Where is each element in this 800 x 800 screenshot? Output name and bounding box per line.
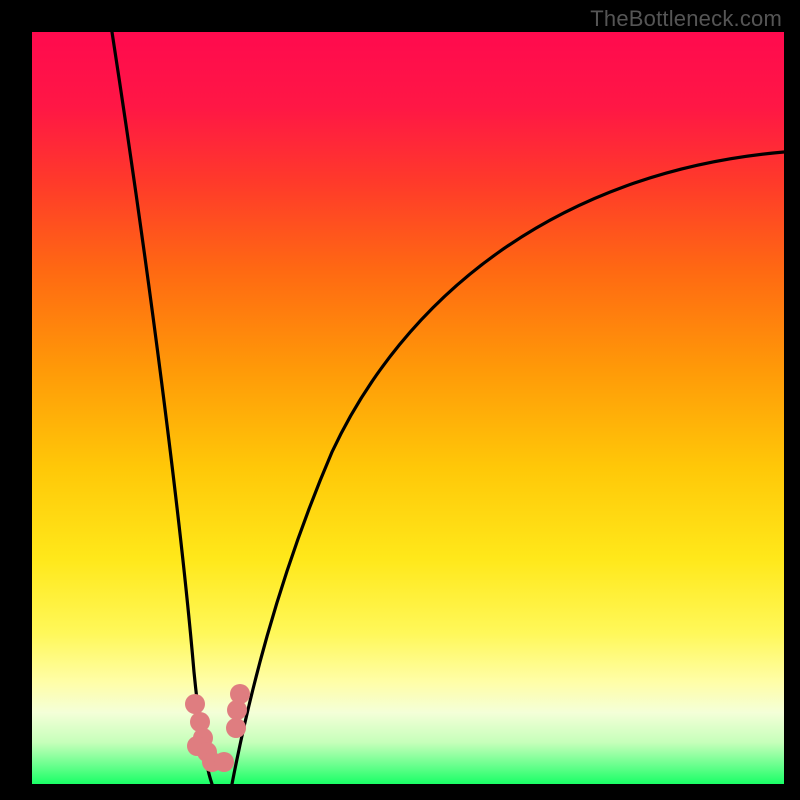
data-point [185,694,205,714]
data-point [230,684,250,704]
data-point [214,752,234,772]
plot-area [32,32,784,784]
curve [232,152,784,784]
chart-curves [32,32,784,784]
watermark-text: TheBottleneck.com [590,6,782,32]
data-point [226,718,246,738]
curve [112,32,212,784]
chart-container: TheBottleneck.com [0,0,800,800]
